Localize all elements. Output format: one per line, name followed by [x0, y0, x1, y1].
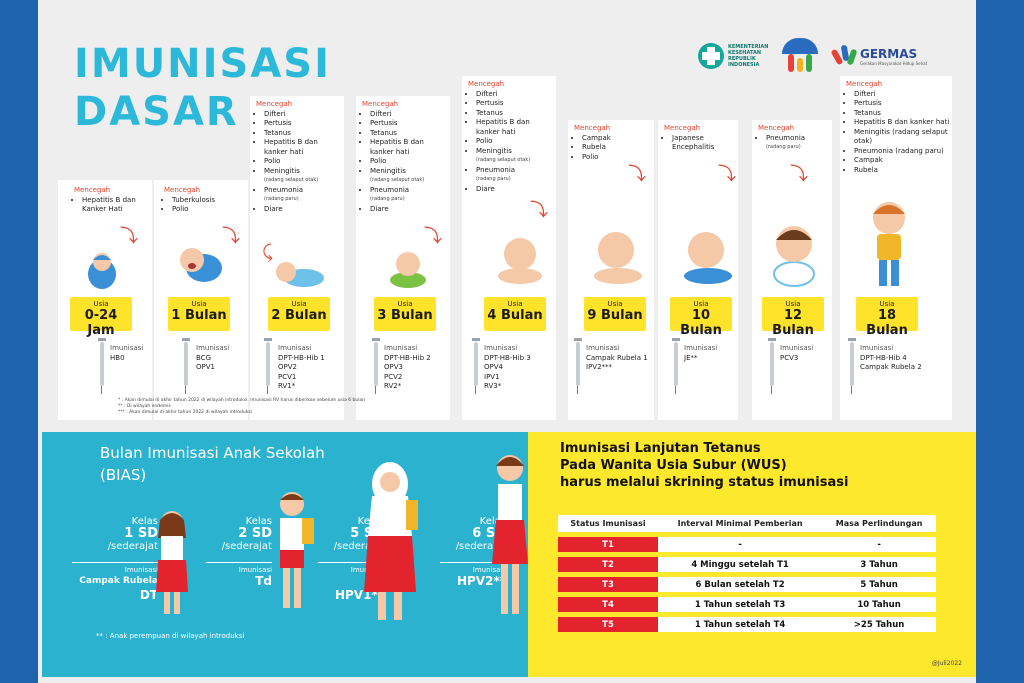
- poster: IMUNISASI DASAR KEMENTERIAN KESEHATAN RE…: [38, 0, 976, 683]
- arrow-icon: ⤵: [790, 164, 808, 185]
- arrow-icon: ⤵: [222, 226, 240, 247]
- crawling-baby-icon: [594, 232, 642, 284]
- header-interval: Interval Minimal Pemberian: [658, 515, 823, 532]
- age-badge-0: Usia 0-24 Jam: [70, 297, 132, 338]
- bias-title: Bulan Imunisasi Anak Sekolah (BIAS): [100, 444, 325, 484]
- syringe-icon: [98, 338, 106, 394]
- syringe-icon: [768, 338, 776, 394]
- table-row: T4 1 Tahun setelah T3 10 Tahun: [558, 597, 936, 612]
- arrow-icon: ⤹: [262, 242, 273, 263]
- immunization-list-3: Imunisasi DPT-HB-Hib 2 OPV3 PCV2 RV2*: [384, 344, 431, 390]
- arrow-icon: ⤵: [628, 164, 646, 185]
- table-row: T5 1 Tahun setelah T4 >25 Tahun: [558, 617, 936, 632]
- table-header-row: Status Imunisasi Interval Minimal Pember…: [558, 515, 936, 532]
- syringe-icon: [574, 338, 582, 394]
- title-line-2: DASAR: [74, 89, 239, 135]
- schoolgirl-6sd-icon: [492, 455, 528, 614]
- age-badge-3: Usia 3 Bulan: [374, 297, 436, 331]
- prevent-list-0: Mencegah Hepatitis B dan Kanker Hati: [74, 186, 146, 215]
- right-border: [976, 0, 1024, 683]
- arrow-icon: ⤵: [424, 226, 442, 247]
- kemenkes-logo: KEMENTERIAN KESEHATAN REPUBLIK INDONESIA: [698, 43, 769, 69]
- immunization-list-7: Imunisasi PCV3: [780, 344, 814, 362]
- arrow-icon: ⤵: [718, 164, 736, 185]
- age-badge-1: Usia 1 Bulan: [168, 297, 230, 331]
- tetanus-table: Status Imunisasi Interval Minimal Pember…: [558, 510, 936, 637]
- germas-text: GERMAS: [860, 46, 918, 61]
- crawling-baby-icon: [498, 238, 542, 284]
- copyright-date: @Juli2022: [931, 660, 962, 667]
- age-badge-5: Usia 9 Bulan: [584, 297, 646, 331]
- arrow-icon: ⤵: [120, 226, 138, 247]
- wus-section: Imunisasi Lanjutan Tetanus Pada Wanita U…: [528, 432, 976, 677]
- bias-grade-2: Kelas 2 SD /sederajat Imunisasi Td: [206, 516, 272, 588]
- sitting-toddler-icon: [773, 226, 815, 287]
- prevent-list-2: Mencegah DifteriPertusisTetanus Hepatiti…: [256, 100, 342, 214]
- title-line-1: IMUNISASI: [74, 41, 331, 87]
- logo-group: KEMENTERIAN KESEHATAN REPUBLIK INDONESIA…: [698, 36, 927, 76]
- footnotes: * : Akan dimulai di akhir tahun 2022 di …: [118, 398, 366, 415]
- immunization-list-6: Imunisasi JE**: [684, 344, 718, 362]
- lying-baby-icon: [276, 262, 324, 287]
- germas-icon: [830, 43, 858, 69]
- table-row: T1 - -: [558, 537, 936, 552]
- prevent-list-6: Mencegah Japanese Encephalitis: [664, 124, 736, 153]
- prevent-list-1: Mencegah TuberkulosisPolio: [164, 186, 244, 215]
- arrow-icon: ⤵: [530, 200, 548, 221]
- schoolgirl-1sd-icon: [156, 511, 188, 614]
- immunization-list-5: Imunisasi Campak Rubela 1 IPV2***: [586, 344, 648, 371]
- age-badge-2: Usia 2 Bulan: [268, 297, 330, 331]
- prevent-list-3: Mencegah DifteriPertusisTetanus Hepatiti…: [362, 100, 448, 214]
- syringe-icon: [472, 338, 480, 394]
- germas-logo: GERMAS Gerakan Masyarakat Hidup Sehat: [830, 43, 928, 69]
- kemenkes-icon: [698, 43, 724, 69]
- bias-grade-1: Kelas 1 SD /sederajat Imunisasi Campak R…: [72, 516, 158, 602]
- header-masa: Masa Perlindungan: [822, 515, 936, 532]
- age-badge-4: Usia 4 Bulan: [484, 297, 546, 331]
- prevent-list-7: Mencegah Pneumonia(radang paru): [758, 124, 830, 153]
- left-border: [0, 0, 38, 683]
- header-status: Status Imunisasi: [558, 515, 658, 532]
- prevent-list-5: Mencegah CampakRubelaPolio: [574, 124, 652, 162]
- syringe-icon: [182, 338, 190, 394]
- standing-child-icon: [873, 202, 905, 286]
- table-row: T2 4 Minggu setelah T1 3 Tahun: [558, 557, 936, 572]
- prevent-list-8: Mencegah DifteriPertusisTetanus Hepatiti…: [846, 80, 956, 175]
- wus-title: Imunisasi Lanjutan Tetanus Pada Wanita U…: [560, 441, 849, 490]
- age-badge-8: Usia 18 Bulan: [856, 297, 918, 338]
- prevent-list-4: Mencegah DifteriPertusisTetanus Hepatiti…: [468, 80, 554, 194]
- syringe-icon: [372, 338, 380, 394]
- schoolboy-2sd-icon: [280, 492, 314, 608]
- immunization-list-8: Imunisasi DPT-HB-Hib 4 Campak Rubela 2: [860, 344, 922, 371]
- kemenkes-text: KEMENTERIAN KESEHATAN REPUBLIK INDONESIA: [728, 44, 769, 68]
- immunization-list-4: Imunisasi DPT-HB-Hib 3 OPV4 IPV1 RV3*: [484, 344, 531, 390]
- syringe-icon: [672, 338, 680, 394]
- crawling-baby-icon: [684, 232, 732, 284]
- syringe-icon: [848, 338, 856, 394]
- sitting-baby-icon: [390, 252, 426, 288]
- germas-subtext: Gerakan Masyarakat Hidup Sehat: [860, 60, 928, 66]
- page-title: IMUNISASI DASAR: [74, 40, 331, 136]
- family-umbrella-logo: [780, 36, 820, 76]
- table-row: T3 6 Bulan setelah T2 5 Tahun: [558, 577, 936, 592]
- syringe-icon: [264, 338, 272, 394]
- bias-section: Bulan Imunisasi Anak Sekolah (BIAS) Kela…: [42, 432, 528, 677]
- immunization-list-0: Imunisasi HB0: [110, 344, 144, 362]
- column-band-2: [250, 96, 344, 420]
- bias-footnote: ** : Anak perempuan di wilayah introduks…: [96, 632, 245, 640]
- crying-baby-icon: [180, 248, 222, 282]
- immunization-list-1: Imunisasi BCG OPV1: [196, 344, 230, 371]
- immunization-list-2: Imunisasi DPT-HB-Hib 1 OPV2 PCV1 RV1*: [278, 344, 325, 390]
- age-badge-6: Usia 10 Bulan: [670, 297, 732, 338]
- age-badge-7: Usia 12 Bulan: [762, 297, 824, 338]
- newborn-baby-icon: [88, 253, 116, 289]
- schoolgirl-hijab-5sd-icon: [364, 462, 418, 620]
